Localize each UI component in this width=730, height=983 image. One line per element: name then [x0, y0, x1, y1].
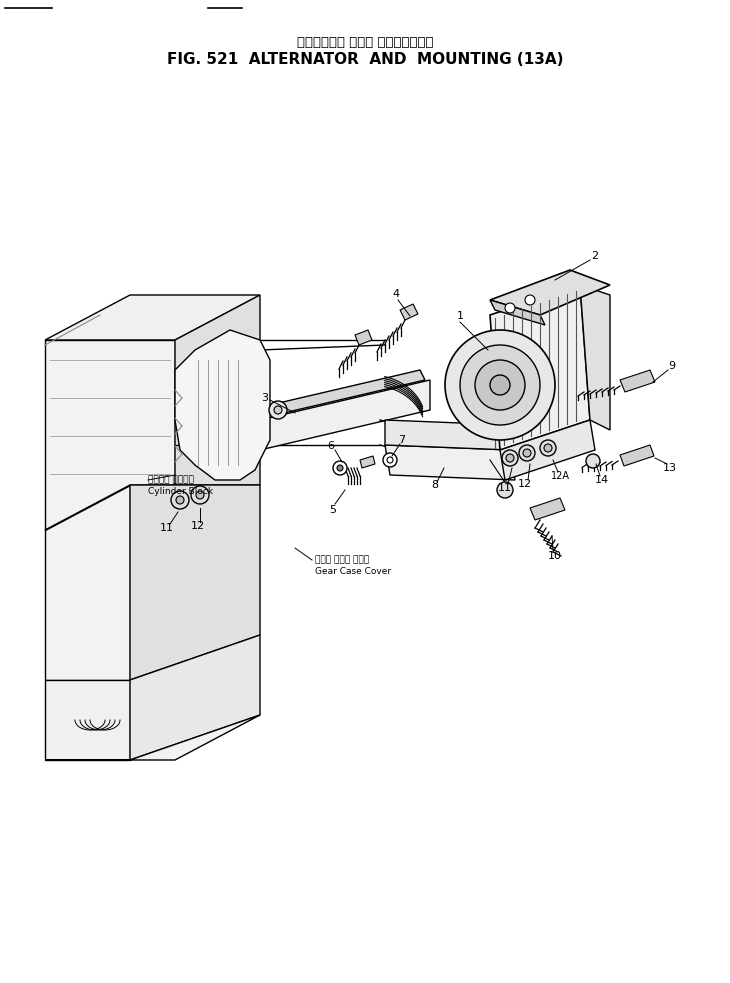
Text: 14: 14	[595, 475, 609, 485]
Polygon shape	[45, 485, 260, 530]
Polygon shape	[385, 420, 510, 450]
Polygon shape	[45, 485, 130, 680]
Text: 6: 6	[328, 441, 334, 451]
Polygon shape	[490, 300, 545, 325]
Text: 12A: 12A	[550, 471, 569, 481]
Text: 8: 8	[431, 480, 439, 490]
Text: 11: 11	[498, 483, 512, 493]
Polygon shape	[355, 330, 372, 345]
Circle shape	[333, 461, 347, 475]
Circle shape	[519, 445, 535, 461]
Polygon shape	[385, 445, 515, 480]
Text: オルタネータ および マウンティング: オルタネータ および マウンティング	[297, 35, 433, 48]
Polygon shape	[530, 498, 565, 520]
Text: 4: 4	[393, 289, 399, 299]
Polygon shape	[45, 715, 260, 760]
Text: 11: 11	[160, 523, 174, 533]
Polygon shape	[45, 340, 175, 530]
Text: 13: 13	[663, 463, 677, 473]
Polygon shape	[490, 285, 590, 450]
Circle shape	[497, 482, 513, 498]
Text: 2: 2	[591, 251, 599, 261]
Polygon shape	[500, 420, 595, 480]
Circle shape	[506, 454, 514, 462]
Text: 7: 7	[399, 435, 406, 445]
Circle shape	[196, 491, 204, 499]
Circle shape	[475, 360, 525, 410]
Text: FIG. 521  ALTERNATOR  AND  MOUNTING (13A): FIG. 521 ALTERNATOR AND MOUNTING (13A)	[166, 52, 564, 68]
Circle shape	[191, 486, 209, 504]
Text: シリンダ ブロック: シリンダ ブロック	[148, 476, 194, 485]
Circle shape	[274, 406, 282, 414]
Text: 5: 5	[329, 505, 337, 515]
Circle shape	[523, 449, 531, 457]
Circle shape	[269, 401, 287, 419]
Circle shape	[387, 457, 393, 463]
Text: ギヤー ケース カバー: ギヤー ケース カバー	[315, 555, 369, 564]
Circle shape	[337, 465, 343, 471]
Polygon shape	[620, 445, 654, 466]
Polygon shape	[260, 380, 430, 450]
Circle shape	[505, 303, 515, 313]
Polygon shape	[175, 295, 260, 530]
Circle shape	[502, 450, 518, 466]
Polygon shape	[270, 370, 425, 415]
Circle shape	[586, 454, 600, 468]
Text: 12: 12	[191, 521, 205, 531]
Circle shape	[540, 440, 556, 456]
Polygon shape	[130, 635, 260, 760]
Circle shape	[460, 345, 540, 425]
Polygon shape	[45, 295, 260, 340]
Text: 10: 10	[548, 551, 562, 561]
Polygon shape	[360, 456, 375, 468]
Circle shape	[176, 496, 184, 504]
Circle shape	[445, 330, 555, 440]
Circle shape	[171, 491, 189, 509]
Text: 9: 9	[669, 361, 675, 371]
Text: 12: 12	[518, 479, 532, 489]
Circle shape	[383, 453, 397, 467]
Circle shape	[544, 444, 552, 452]
Polygon shape	[580, 285, 610, 430]
Text: Gear Case Cover: Gear Case Cover	[315, 567, 391, 576]
Circle shape	[525, 295, 535, 305]
Circle shape	[490, 375, 510, 395]
Polygon shape	[45, 680, 130, 760]
Text: 1: 1	[456, 311, 464, 321]
Polygon shape	[620, 370, 655, 392]
Polygon shape	[175, 330, 270, 480]
Text: 3: 3	[261, 393, 269, 403]
Text: Cylinder Block: Cylinder Block	[148, 488, 213, 496]
Polygon shape	[130, 485, 260, 680]
Polygon shape	[490, 270, 610, 315]
Polygon shape	[400, 304, 418, 320]
